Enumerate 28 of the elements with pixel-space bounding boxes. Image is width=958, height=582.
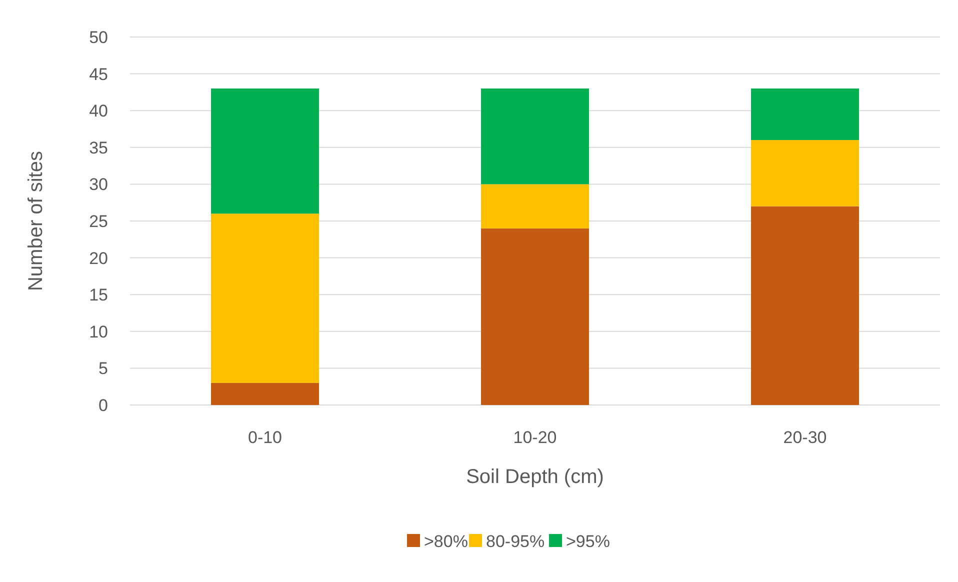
x-tick-label: 20-30 xyxy=(783,428,827,447)
y-axis-title: Number of sites xyxy=(25,150,47,292)
y-tick-label: 25 xyxy=(89,212,108,231)
bar xyxy=(211,88,319,214)
y-tick-label: 35 xyxy=(89,138,108,158)
bar xyxy=(481,228,589,405)
bar xyxy=(751,140,859,206)
bar xyxy=(211,382,319,405)
x-tick-label: 0-10 xyxy=(248,428,282,447)
y-tick-label: 45 xyxy=(89,64,108,84)
y-tick-label: 5 xyxy=(98,359,108,378)
y-tick-label: 15 xyxy=(89,286,108,305)
bar xyxy=(481,184,589,228)
x-axis-title: Soil Depth (cm) xyxy=(466,466,604,488)
legend-label: >95% xyxy=(566,532,610,551)
bar xyxy=(211,214,319,383)
y-tick-label: 50 xyxy=(89,28,108,47)
bar xyxy=(751,206,859,405)
y-tick-label: 10 xyxy=(89,322,108,342)
y-tick-label: 30 xyxy=(89,175,108,194)
legend-label: 80-95% xyxy=(486,532,545,551)
x-tick-label: 10-20 xyxy=(513,428,557,447)
y-tick-label: 20 xyxy=(89,248,108,268)
y-tick-label: 0 xyxy=(98,396,108,415)
bar xyxy=(481,88,589,184)
legend-label: >80% xyxy=(424,532,468,551)
y-tick-label: 40 xyxy=(89,102,108,121)
bar xyxy=(751,88,859,140)
